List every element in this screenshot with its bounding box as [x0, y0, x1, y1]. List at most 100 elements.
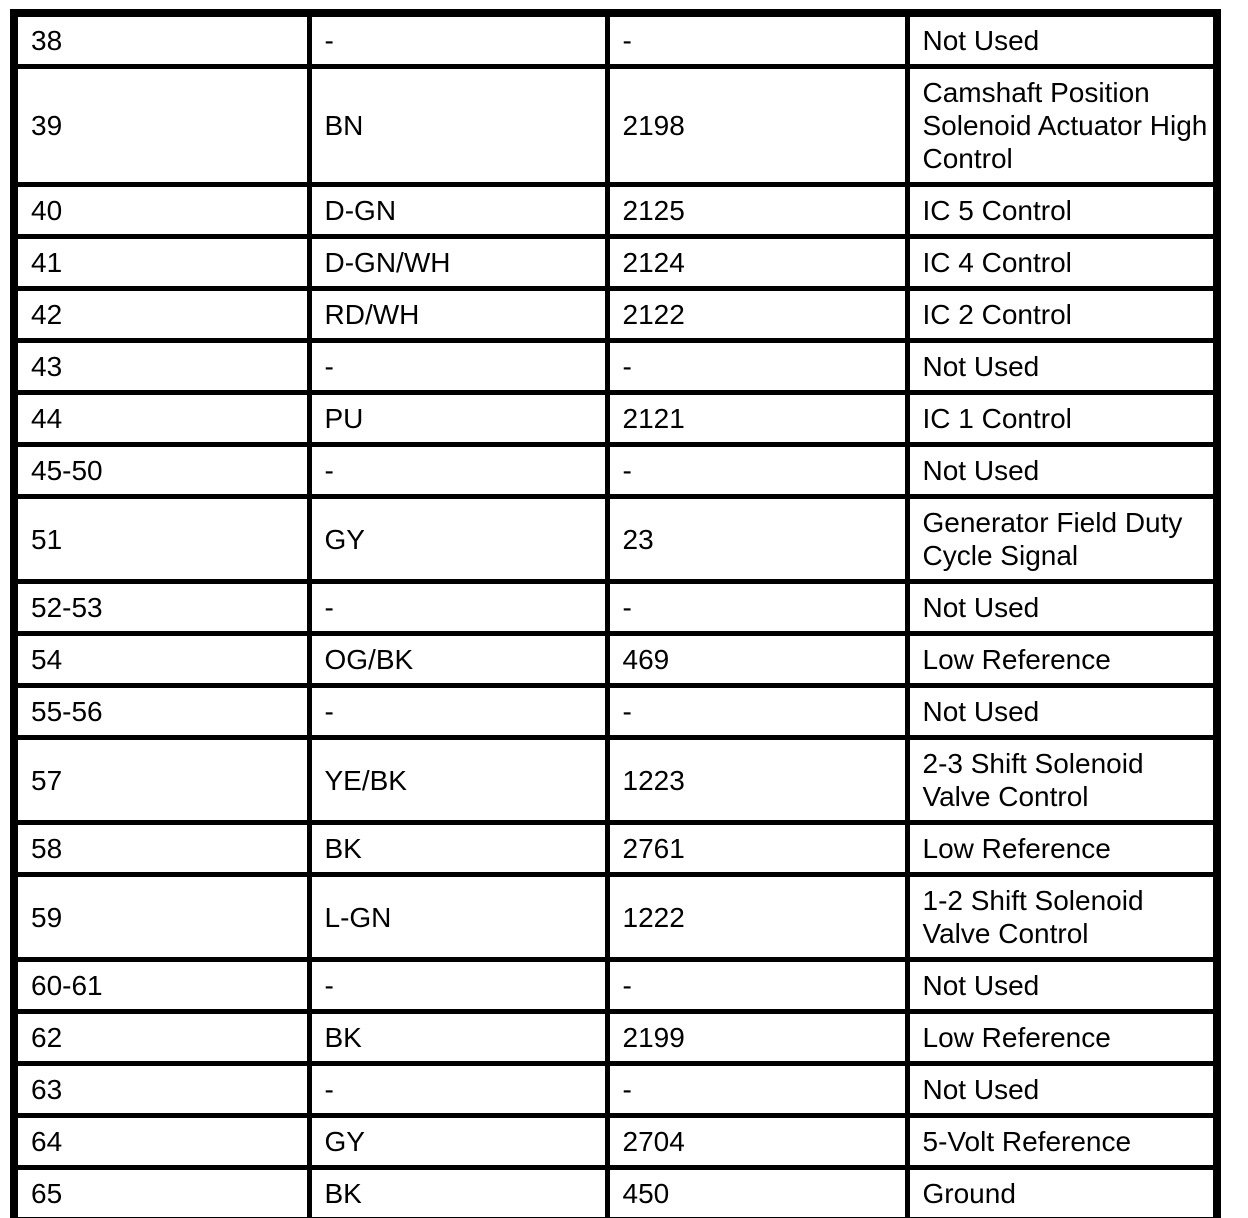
circuit-cell: 2121 [604, 390, 910, 447]
wire-color-cell: - [306, 957, 610, 1014]
pin-cell: 52-53 [11, 579, 312, 636]
circuit-cell: 2704 [604, 1113, 910, 1170]
wire-color-cell: - [306, 10, 610, 69]
circuit-cell: 2198 [604, 64, 910, 187]
table-row: 41 D-GN/WH 2124 IC 4 Control [11, 234, 1220, 291]
pin-cell: 62 [11, 1009, 312, 1066]
wire-color-cell: - [306, 579, 610, 636]
table-row: 52-53- - Not Used [11, 579, 1220, 636]
pin-cell: 65 [11, 1165, 312, 1218]
pin-cell: 58 [11, 820, 312, 877]
wire-color-cell: BN [306, 64, 610, 187]
pin-cell: 59 [11, 872, 312, 962]
circuit-cell: - [604, 1061, 910, 1118]
pin-cell: 40 [11, 182, 312, 239]
function-cell: IC 4 Control [904, 234, 1220, 291]
table-row: 58 BK 2761 Low Reference [11, 820, 1220, 877]
function-cell: Not Used [904, 442, 1220, 499]
circuit-cell: - [604, 338, 910, 395]
table-row: 60-61- - Not Used [11, 957, 1220, 1014]
function-cell: Ground [904, 1165, 1220, 1218]
wire-color-cell: - [306, 338, 610, 395]
table-row: 39 BN 2198 Camshaft Position Solenoid Actua… [11, 64, 1220, 187]
wire-color-cell: L-GN [306, 872, 610, 962]
pin-cell: 55-56 [11, 683, 312, 740]
circuit-cell: 1223 [604, 735, 910, 825]
circuit-cell: 1222 [604, 872, 910, 962]
pin-cell: 57 [11, 735, 312, 825]
circuit-cell: 2761 [604, 820, 910, 877]
pin-cell: 54 [11, 631, 312, 688]
circuit-cell: 2199 [604, 1009, 910, 1066]
circuit-cell: 2122 [604, 286, 910, 343]
pin-cell: 45-50 [11, 442, 312, 499]
table-row: 44 PU 2121 IC 1 Control [11, 390, 1220, 447]
wire-color-cell: YE/BK [306, 735, 610, 825]
circuit-cell: 450 [604, 1165, 910, 1218]
table-row: 62 BK 2199 Low Reference [11, 1009, 1220, 1066]
function-cell: Not Used [904, 579, 1220, 636]
table-row: 65 BK 450 Ground [11, 1165, 1220, 1218]
circuit-cell: 23 [604, 494, 910, 584]
circuit-cell: - [604, 442, 910, 499]
function-cell: 5-Volt Reference [904, 1113, 1220, 1170]
circuit-cell: 2125 [604, 182, 910, 239]
function-cell: IC 1 Control [904, 390, 1220, 447]
wire-color-cell: GY [306, 494, 610, 584]
wire-color-cell: BK [306, 1165, 610, 1218]
function-cell: Low Reference [904, 1009, 1220, 1066]
table-row: 63- - Not Used [11, 1061, 1220, 1118]
wire-color-cell: - [306, 442, 610, 499]
table-row: 43- - Not Used [11, 338, 1220, 395]
circuit-cell: - [604, 957, 910, 1014]
table-row: 64 GY 2704 5-Volt Reference [11, 1113, 1220, 1170]
pin-cell: 51 [11, 494, 312, 584]
pin-cell: 39 [11, 64, 312, 187]
function-cell: Not Used [904, 338, 1220, 395]
wire-color-cell: - [306, 1061, 610, 1118]
wire-color-cell: RD/WH [306, 286, 610, 343]
pin-cell: 42 [11, 286, 312, 343]
wire-color-cell: D-GN/WH [306, 234, 610, 291]
circuit-cell: 2124 [604, 234, 910, 291]
function-cell: Camshaft Position Solenoid Actuator High… [904, 64, 1220, 187]
circuit-cell: - [604, 10, 910, 69]
pin-cell: 41 [11, 234, 312, 291]
wire-color-cell: PU [306, 390, 610, 447]
table-row: 51 GY 23 Generator Field Duty Cycle Signal [11, 494, 1220, 584]
table-row: 57 YE/BK 1223 2-3 Shift Solenoid Valve Cont… [11, 735, 1220, 825]
connector-pinout-table: 38- - Not Used 39 BN 2198 Camshaft Position So… [10, 9, 1221, 1218]
function-cell: Not Used [904, 957, 1220, 1014]
function-cell: Generator Field Duty Cycle Signal [904, 494, 1220, 584]
table-row: 45-50- - Not Used [11, 442, 1220, 499]
function-cell: 1-2 Shift Solenoid Valve Control [904, 872, 1220, 962]
wire-color-cell: BK [306, 820, 610, 877]
function-cell: Not Used [904, 1061, 1220, 1118]
pin-cell: 38 [11, 10, 312, 69]
function-cell: IC 2 Control [904, 286, 1220, 343]
table-row: 54 OG/BK 469 Low Reference [11, 631, 1220, 688]
function-cell: IC 5 Control [904, 182, 1220, 239]
table-row: 55-56- - Not Used [11, 683, 1220, 740]
wire-color-cell: OG/BK [306, 631, 610, 688]
pin-cell: 64 [11, 1113, 312, 1170]
pin-cell: 63 [11, 1061, 312, 1118]
function-cell: Low Reference [904, 820, 1220, 877]
table-row: 59 L-GN 1222 1-2 Shift Solenoid Valve Contr… [11, 872, 1220, 962]
pin-cell: 60-61 [11, 957, 312, 1014]
pin-cell: 44 [11, 390, 312, 447]
wire-color-cell: - [306, 683, 610, 740]
table-row: 40 D-GN 2125 IC 5 Control [11, 182, 1220, 239]
circuit-cell: - [604, 579, 910, 636]
pin-cell: 43 [11, 338, 312, 395]
function-cell: Not Used [904, 683, 1220, 740]
table-row: 38- - Not Used [11, 10, 1220, 69]
circuit-cell: 469 [604, 631, 910, 688]
function-cell: Not Used [904, 10, 1220, 69]
wire-color-cell: BK [306, 1009, 610, 1066]
wire-color-cell: GY [306, 1113, 610, 1170]
function-cell: Low Reference [904, 631, 1220, 688]
function-cell: 2-3 Shift Solenoid Valve Control [904, 735, 1220, 825]
circuit-cell: - [604, 683, 910, 740]
